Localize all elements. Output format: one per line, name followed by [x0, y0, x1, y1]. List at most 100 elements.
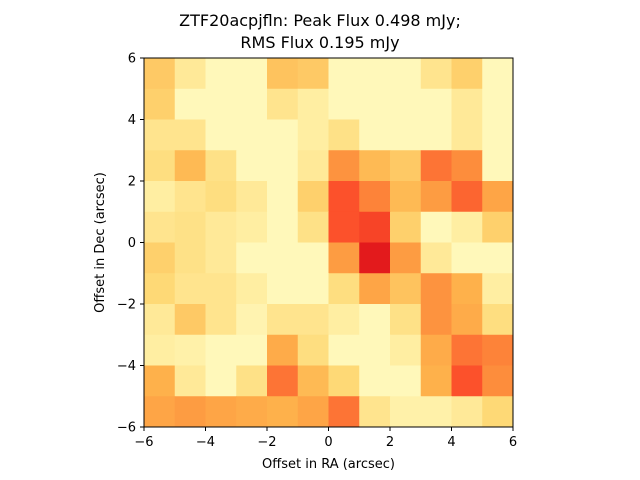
heatmap-cell [451, 273, 483, 305]
heatmap-cell [451, 150, 483, 182]
heatmap-cell [359, 211, 391, 243]
heatmap-cell [359, 242, 391, 274]
chart-title-line-2: RMS Flux 0.195 mJy [240, 33, 400, 52]
heatmap-cell [328, 88, 360, 120]
heatmap-cell [297, 396, 329, 428]
heatmap-cell [236, 365, 268, 397]
heatmap-cell [205, 334, 237, 366]
heatmap-cell [359, 396, 391, 428]
heatmap-cell [267, 304, 299, 336]
heatmap-cell [482, 334, 514, 366]
heatmap-cell [451, 304, 483, 336]
heatmap-cell [420, 119, 452, 151]
heatmap-cell [144, 396, 176, 428]
heatmap-cell [328, 334, 360, 366]
heatmap-cell [297, 242, 329, 274]
heatmap-cell [267, 88, 299, 120]
heatmap-cell [359, 150, 391, 182]
heatmap-cell [420, 211, 452, 243]
heatmap-cell [390, 304, 422, 336]
heatmap-cell [390, 211, 422, 243]
heatmap-cell [390, 150, 422, 182]
heatmap-cell [297, 88, 329, 120]
heatmap-cell [267, 334, 299, 366]
heatmap-cell [174, 58, 206, 90]
heatmap-cell [328, 58, 360, 90]
heatmap-cell [267, 396, 299, 428]
heatmap-cell [328, 396, 360, 428]
heatmap-cell [451, 334, 483, 366]
heatmap-cell [328, 119, 360, 151]
y-axis-label: Offset in Dec (arcsec) [93, 172, 108, 313]
heatmap-cell [267, 365, 299, 397]
heatmap-cell [144, 365, 176, 397]
heatmap-cell [174, 88, 206, 120]
heatmap-cell [174, 150, 206, 182]
heatmap-cell [451, 58, 483, 90]
heatmap-cell [297, 150, 329, 182]
heatmap-cell [297, 334, 329, 366]
heatmap-cell [236, 119, 268, 151]
heatmap-cell [451, 365, 483, 397]
heatmap-cell [205, 242, 237, 274]
x-tick-label: 2 [386, 435, 394, 450]
heatmap-cell [420, 58, 452, 90]
heatmap-cell [420, 273, 452, 305]
heatmap-cell [236, 88, 268, 120]
heatmap-cell [174, 119, 206, 151]
heatmap-cell [236, 273, 268, 305]
heatmap-cell [482, 150, 514, 182]
heatmap-cell [144, 58, 176, 90]
heatmap-cell [420, 334, 452, 366]
heatmap-cell [359, 88, 391, 120]
heatmap-cell [267, 273, 299, 305]
y-tick-label: −2 [117, 298, 136, 313]
heatmap-cell [144, 150, 176, 182]
heatmap-cell [359, 334, 391, 366]
heatmap-cell [205, 119, 237, 151]
heatmap-cell [297, 119, 329, 151]
chart-title-line-1: ZTF20acpjfln: Peak Flux 0.498 mJy; [179, 11, 461, 30]
heatmap-cell [174, 365, 206, 397]
heatmap-cell [144, 181, 176, 213]
heatmap-cell [390, 119, 422, 151]
heatmap-cell [297, 181, 329, 213]
heatmap-cell [297, 211, 329, 243]
heatmap-cell [205, 304, 237, 336]
heatmap-cell [390, 181, 422, 213]
heatmap-cell [144, 273, 176, 305]
heatmap-cells [144, 58, 514, 428]
heatmap-cell [297, 365, 329, 397]
heatmap-cell [174, 242, 206, 274]
heatmap-cell [328, 150, 360, 182]
heatmap-cell [451, 396, 483, 428]
heatmap-cell [390, 58, 422, 90]
heatmap-cell [297, 58, 329, 90]
x-tick-label: 6 [509, 435, 517, 450]
y-tick-label: 0 [128, 236, 136, 251]
heatmap-cell [174, 273, 206, 305]
heatmap-cell [451, 181, 483, 213]
heatmap-cell [482, 242, 514, 274]
heatmap-cell [236, 181, 268, 213]
y-tick-label: 2 [128, 175, 136, 190]
heatmap-cell [451, 211, 483, 243]
heatmap-cell [267, 58, 299, 90]
heatmap-cell [328, 304, 360, 336]
heatmap-cell [236, 304, 268, 336]
heatmap-cell [359, 365, 391, 397]
heatmap-cell [390, 273, 422, 305]
x-tick-label: 0 [324, 435, 332, 450]
heatmap-cell [144, 88, 176, 120]
heatmap-cell [328, 242, 360, 274]
heatmap-cell [144, 334, 176, 366]
heatmap-cell [482, 304, 514, 336]
heatmap-cell [420, 150, 452, 182]
y-tick-label: −6 [117, 421, 136, 436]
heatmap-cell [205, 58, 237, 90]
heatmap-cell [144, 242, 176, 274]
heatmap-cell [144, 211, 176, 243]
heatmap-cell [390, 396, 422, 428]
heatmap-cell [328, 365, 360, 397]
heatmap-cell [205, 211, 237, 243]
